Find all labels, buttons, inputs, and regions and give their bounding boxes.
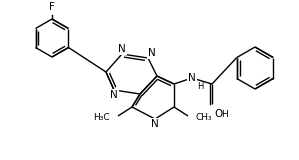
Text: H₃C: H₃C (93, 112, 110, 121)
Text: N: N (118, 44, 126, 54)
Text: N: N (151, 119, 159, 129)
Text: O: O (214, 109, 222, 119)
Text: N: N (188, 73, 196, 83)
Text: H: H (221, 110, 228, 119)
Text: CH₃: CH₃ (196, 112, 213, 121)
Text: N: N (148, 48, 156, 58)
Text: N: N (110, 90, 118, 100)
Text: H: H (197, 82, 203, 91)
Text: F: F (49, 2, 55, 12)
